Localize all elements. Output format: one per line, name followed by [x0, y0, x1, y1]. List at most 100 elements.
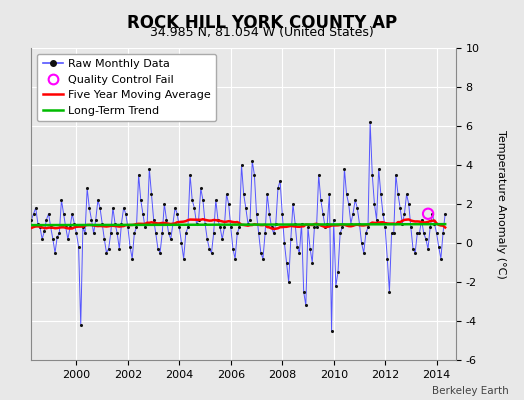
Point — [119, 205, 128, 211]
Point — [323, 220, 332, 227]
Point — [325, 191, 334, 198]
Point — [149, 216, 158, 223]
Point — [34, 220, 42, 227]
Point — [253, 210, 261, 217]
Point — [338, 224, 346, 230]
Point — [400, 210, 409, 217]
Point — [182, 230, 190, 236]
Point — [235, 224, 244, 230]
Point — [81, 230, 89, 236]
Point — [214, 216, 222, 223]
Legend: Raw Monthly Data, Quality Control Fail, Five Year Moving Average, Long-Term Tren: Raw Monthly Data, Quality Control Fail, … — [37, 54, 216, 121]
Point — [231, 255, 239, 262]
Point — [420, 230, 428, 236]
Point — [314, 172, 323, 178]
Point — [88, 216, 96, 223]
Point — [321, 224, 329, 230]
Point — [396, 205, 405, 211]
Point — [332, 283, 340, 289]
Point — [349, 210, 357, 217]
Point — [190, 205, 199, 211]
Point — [242, 205, 250, 211]
Point — [96, 205, 104, 211]
Point — [40, 228, 49, 234]
Text: ROCK HILL YORK COUNTY AP: ROCK HILL YORK COUNTY AP — [127, 14, 397, 32]
Point — [362, 230, 370, 236]
Text: Berkeley Earth: Berkeley Earth — [432, 386, 508, 396]
Point — [74, 244, 83, 250]
Point — [244, 220, 252, 227]
Point — [389, 230, 398, 236]
Point — [208, 250, 216, 256]
Point — [141, 224, 149, 230]
Point — [100, 236, 108, 242]
Point — [385, 288, 394, 295]
Point — [102, 250, 111, 256]
Point — [64, 236, 72, 242]
Point — [132, 224, 140, 230]
Point — [216, 224, 224, 230]
Point — [342, 191, 351, 198]
Point — [418, 216, 426, 223]
Point — [61, 224, 70, 230]
Point — [145, 166, 154, 172]
Point — [280, 240, 289, 246]
Point — [237, 162, 246, 168]
Point — [432, 230, 441, 236]
Point — [368, 172, 376, 178]
Point — [306, 246, 314, 252]
Point — [104, 246, 113, 252]
Y-axis label: Temperature Anomaly (°C): Temperature Anomaly (°C) — [496, 130, 506, 278]
Point — [391, 172, 400, 178]
Point — [220, 224, 228, 230]
Point — [434, 244, 443, 250]
Point — [364, 224, 372, 230]
Point — [267, 224, 276, 230]
Point — [57, 197, 66, 203]
Point — [113, 230, 122, 236]
Point — [203, 236, 211, 242]
Point — [92, 216, 100, 223]
Point — [255, 230, 263, 236]
Point — [319, 210, 327, 217]
Point — [415, 230, 423, 236]
Point — [261, 230, 269, 236]
Text: 34.985 N, 81.054 W (United States): 34.985 N, 81.054 W (United States) — [150, 26, 374, 39]
Point — [106, 230, 115, 236]
Point — [248, 158, 256, 164]
Point — [90, 230, 98, 236]
Point — [295, 250, 303, 256]
Point — [340, 166, 348, 172]
Point — [143, 220, 151, 227]
Point — [51, 250, 59, 256]
Point — [137, 197, 145, 203]
Point — [53, 234, 61, 240]
Point — [165, 230, 173, 236]
Point — [83, 185, 91, 192]
Point — [409, 246, 417, 252]
Point — [269, 230, 278, 236]
Point — [55, 230, 63, 236]
Point — [184, 224, 192, 230]
Point — [38, 236, 46, 242]
Point — [72, 230, 81, 236]
Point — [160, 201, 169, 207]
Point — [47, 224, 55, 230]
Point — [413, 230, 421, 236]
Point — [233, 230, 242, 236]
Point — [156, 250, 164, 256]
Point — [42, 216, 51, 223]
Point — [310, 224, 319, 230]
Point — [351, 197, 359, 203]
Point — [70, 220, 79, 227]
Point — [49, 236, 57, 242]
Point — [394, 191, 402, 198]
Point — [210, 230, 218, 236]
Point — [68, 210, 77, 217]
Point — [246, 216, 254, 223]
Point — [128, 255, 136, 262]
Point — [263, 191, 271, 198]
Point — [316, 197, 325, 203]
Point — [158, 230, 167, 236]
Point — [45, 210, 53, 217]
